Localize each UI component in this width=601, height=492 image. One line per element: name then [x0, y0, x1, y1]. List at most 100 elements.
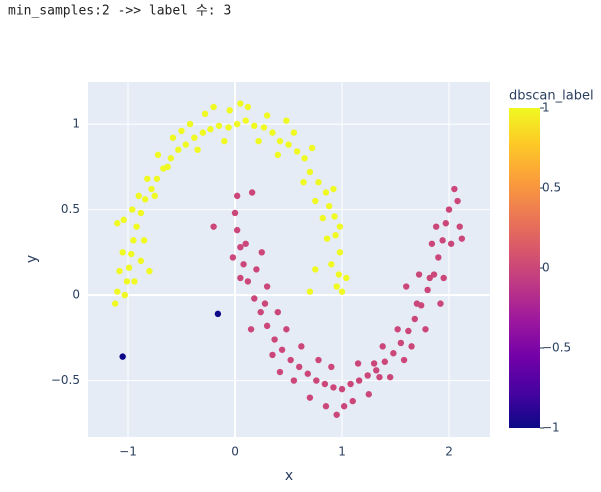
- x-tick-label: 2: [445, 445, 453, 459]
- scatter-point: [312, 197, 319, 205]
- scatter-point: [347, 380, 354, 388]
- scatter-point: [300, 179, 307, 186]
- scatter-point: [247, 326, 255, 333]
- scatter-point: [274, 151, 282, 159]
- scatter-point: [251, 295, 258, 302]
- scatter-point: [323, 235, 331, 242]
- scatter-point: [290, 129, 298, 136]
- scatter-point: [207, 125, 214, 133]
- scatter-point: [121, 291, 129, 299]
- colorbar: [509, 108, 540, 428]
- x-tick-label: −1: [119, 445, 137, 459]
- scatter-point: [322, 403, 330, 410]
- scatter-point: [335, 271, 343, 278]
- scatter-point: [151, 192, 158, 200]
- scatter-point: [233, 226, 241, 234]
- scatter-point: [313, 377, 320, 384]
- scatter-point: [437, 300, 444, 307]
- scatter-point: [237, 243, 244, 251]
- x-tick-label: 1: [338, 445, 346, 459]
- scatter-point: [148, 185, 155, 193]
- scatter-point: [201, 110, 209, 118]
- scatter-point: [373, 367, 380, 374]
- scatter-point: [167, 155, 175, 162]
- scatter-point: [119, 249, 126, 256]
- scatter-point: [394, 326, 401, 333]
- scatter-point: [365, 391, 372, 398]
- scatter-point: [336, 223, 344, 230]
- scatter-point: [221, 137, 228, 145]
- scatter-point: [424, 286, 431, 294]
- scatter-point: [226, 107, 233, 114]
- scatter-point: [133, 223, 140, 230]
- scatter-point: [343, 274, 350, 282]
- scatter-point: [169, 134, 177, 141]
- colorbar-title: dbscan_label: [509, 89, 594, 104]
- scatter-point: [306, 168, 314, 176]
- scatter-point: [290, 377, 298, 384]
- scatter-point: [442, 220, 450, 227]
- scatter-point: [114, 288, 121, 295]
- scatter-point: [248, 189, 256, 196]
- y-axis-label: y: [24, 255, 40, 263]
- scatter-point: [447, 240, 455, 247]
- scatter-point: [137, 209, 145, 217]
- scatter-point: [296, 363, 303, 371]
- scatter-point: [182, 141, 189, 148]
- scatter-point: [269, 129, 276, 136]
- scatter-point: [330, 384, 337, 391]
- scatter-point: [370, 360, 378, 367]
- scatter-point: [325, 202, 333, 210]
- scatter-point: [315, 179, 322, 186]
- scatter-point: [244, 103, 252, 111]
- x-axis-label: x: [285, 468, 293, 484]
- scatter-point: [445, 206, 453, 213]
- scatter-point: [263, 283, 271, 290]
- scatter-point: [244, 278, 252, 285]
- scatter-point: [333, 411, 340, 418]
- y-tick-label: 1: [72, 117, 80, 131]
- scatter-point: [287, 356, 294, 364]
- scatter-point: [403, 283, 410, 290]
- scatter-point: [276, 137, 284, 145]
- scatter-point: [215, 122, 223, 129]
- scatter-point: [355, 377, 363, 384]
- scatter-point: [137, 257, 145, 265]
- scatter-point: [258, 249, 265, 256]
- scatter-point: [321, 380, 329, 388]
- scatter-point: [405, 327, 412, 335]
- scatter-point: [439, 237, 446, 244]
- scatter-point: [164, 163, 171, 171]
- scatter-point: [306, 394, 314, 401]
- scatter-point: [379, 343, 386, 350]
- scatter-point: [261, 300, 269, 307]
- scatter-point: [354, 360, 362, 367]
- scatter-point: [237, 100, 244, 107]
- scatter-point: [255, 137, 262, 145]
- scatter-point: [214, 310, 222, 318]
- scatter-point: [456, 223, 463, 230]
- scatter-point: [229, 254, 237, 261]
- scatter-point: [257, 308, 264, 316]
- scatter-point: [338, 385, 346, 393]
- scatter-point: [283, 117, 290, 124]
- scatter-point: [435, 254, 442, 261]
- scatter-point: [131, 278, 138, 285]
- scatter-point: [111, 300, 119, 307]
- colorbar-tick-label: 0: [542, 261, 550, 275]
- scatter-point: [199, 129, 207, 136]
- scatter-point: [338, 288, 346, 295]
- scatter-point: [233, 192, 241, 200]
- scatter-point: [178, 127, 185, 135]
- scatter-point: [135, 192, 142, 200]
- scatter-point: [242, 240, 249, 247]
- scatter-point: [454, 197, 461, 205]
- scatter-point: [440, 274, 447, 282]
- y-tick-label: −0.5: [51, 373, 80, 387]
- scatter-point: [144, 175, 151, 182]
- scatter-point: [426, 274, 433, 282]
- scatter-point: [186, 120, 194, 128]
- scatter-point: [328, 363, 335, 371]
- scatter-point: [146, 267, 153, 275]
- scatter-point: [125, 264, 133, 271]
